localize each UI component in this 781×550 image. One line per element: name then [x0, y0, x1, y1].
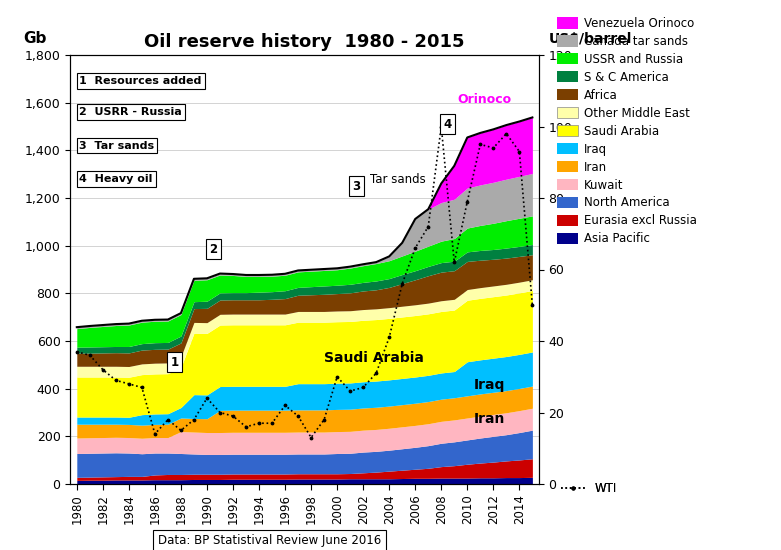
- Text: 1: 1: [170, 356, 179, 369]
- Text: 4  Heavy oil: 4 Heavy oil: [80, 174, 153, 184]
- Text: 1  Resources added: 1 Resources added: [80, 76, 201, 86]
- Text: US$/barrel: US$/barrel: [548, 32, 632, 46]
- Text: 4: 4: [444, 118, 452, 130]
- Text: 3  Tar sands: 3 Tar sands: [80, 141, 155, 151]
- Text: Data: BP Statistival Review June 2016: Data: BP Statistival Review June 2016: [158, 534, 381, 547]
- Text: 3: 3: [352, 180, 361, 192]
- Text: Gb: Gb: [23, 31, 47, 46]
- Text: Iraq: Iraq: [474, 378, 505, 392]
- Text: 2: 2: [209, 243, 218, 256]
- Text: Iran: Iran: [474, 412, 505, 426]
- Title: Oil reserve history  1980 - 2015: Oil reserve history 1980 - 2015: [144, 32, 465, 51]
- Text: Orinoco: Orinoco: [457, 92, 511, 106]
- Text: Saudi Arabia: Saudi Arabia: [324, 351, 424, 365]
- Legend: WTI: WTI: [557, 477, 621, 500]
- Text: 2  USRR - Russia: 2 USRR - Russia: [80, 107, 182, 117]
- Text: Tar sands: Tar sands: [369, 173, 426, 185]
